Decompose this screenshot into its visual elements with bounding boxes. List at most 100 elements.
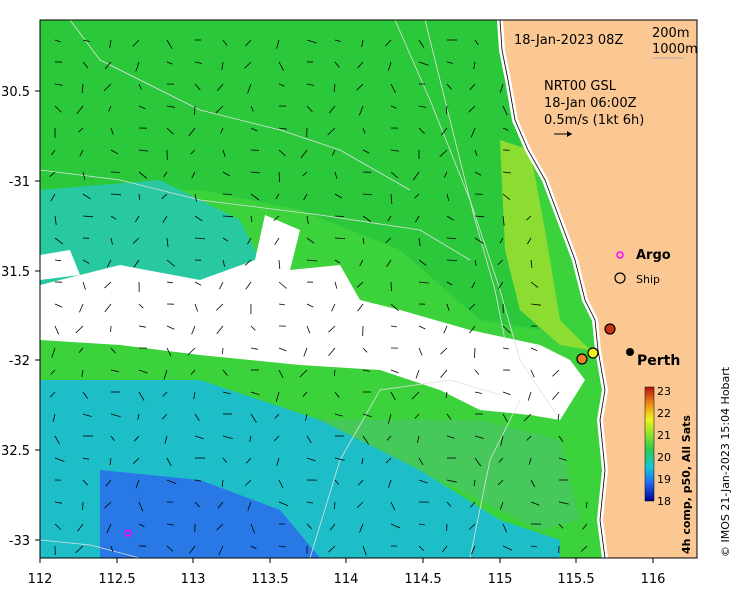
current-vector bbox=[440, 347, 448, 355]
current-vector bbox=[334, 281, 338, 289]
current-vector bbox=[110, 149, 119, 155]
current-vector bbox=[502, 127, 509, 131]
current-vector bbox=[132, 39, 140, 47]
current-vector bbox=[361, 39, 364, 47]
current-vector bbox=[303, 193, 308, 201]
x-tick-label: 115.5 bbox=[557, 572, 594, 587]
y-axis: 30.5 -31 31.5 -32 32.5 -33 bbox=[1, 85, 30, 549]
current-vector bbox=[418, 545, 425, 552]
current-vector bbox=[191, 325, 196, 335]
current-vector bbox=[138, 369, 148, 374]
current-vector bbox=[166, 347, 172, 357]
current-vector bbox=[418, 457, 424, 466]
current-vector bbox=[54, 39, 61, 43]
current-vector bbox=[439, 149, 448, 158]
current-vector bbox=[49, 171, 56, 177]
current-vector bbox=[474, 369, 480, 375]
current-vector bbox=[75, 325, 84, 334]
current-vector bbox=[334, 61, 340, 68]
current-vector bbox=[104, 61, 112, 70]
current-vector bbox=[194, 215, 203, 222]
current-vector bbox=[302, 391, 308, 397]
current-vector bbox=[362, 215, 372, 223]
current-vector bbox=[110, 369, 119, 373]
current-vector bbox=[362, 369, 370, 372]
current-vector bbox=[471, 281, 476, 289]
current-vector bbox=[222, 39, 228, 46]
x-tick-label: 115 bbox=[488, 572, 513, 587]
cloud-mask-2 bbox=[40, 250, 80, 280]
current-vector bbox=[166, 259, 175, 267]
current-vector bbox=[163, 369, 168, 380]
plot-area bbox=[40, 20, 697, 558]
current-vector bbox=[166, 479, 177, 485]
current-vector bbox=[552, 391, 560, 400]
argo-legend-icon bbox=[616, 251, 624, 259]
current-vector bbox=[358, 479, 364, 486]
current-vector bbox=[334, 215, 345, 217]
current-vector bbox=[446, 435, 455, 439]
current-vector bbox=[334, 501, 336, 510]
current-vector bbox=[334, 457, 345, 461]
current-vector bbox=[162, 215, 168, 224]
current-vector bbox=[276, 39, 280, 49]
current-vector bbox=[222, 149, 226, 157]
current-vector bbox=[306, 303, 314, 308]
current-vector bbox=[332, 149, 336, 156]
current-vector bbox=[166, 39, 173, 49]
current-vector bbox=[390, 149, 399, 152]
current-vector bbox=[166, 523, 174, 526]
colorbar-title: 4h comp, p50, All Sats bbox=[680, 415, 693, 554]
current-vector bbox=[418, 281, 429, 284]
current-vector bbox=[216, 523, 224, 531]
current-vector bbox=[362, 413, 372, 418]
current-vector bbox=[278, 545, 286, 548]
current-vector bbox=[274, 413, 280, 419]
y-tick-label: -31 bbox=[9, 175, 30, 190]
current-vector bbox=[334, 171, 338, 179]
current-vector bbox=[194, 237, 206, 240]
current-vector bbox=[415, 215, 420, 223]
current-vector bbox=[221, 61, 224, 70]
argo-legend-label: Argo bbox=[636, 248, 671, 263]
current-vector bbox=[502, 413, 508, 422]
current-vector bbox=[359, 105, 364, 116]
current-scale-label: 0.5m/s (1kt 6h) bbox=[544, 113, 644, 128]
current-vector bbox=[388, 479, 392, 488]
current-vector bbox=[216, 83, 224, 92]
current-vector bbox=[166, 281, 173, 284]
current-vector bbox=[334, 413, 343, 417]
ship-marker bbox=[576, 353, 588, 365]
current-vector bbox=[250, 215, 253, 222]
current-vector bbox=[362, 193, 373, 196]
current-vector bbox=[82, 413, 92, 417]
current-vector bbox=[247, 501, 252, 511]
current-vector bbox=[276, 457, 280, 466]
current-vector bbox=[362, 545, 367, 556]
isobath-label-1000: 1000m bbox=[652, 42, 698, 57]
current-vector bbox=[328, 105, 336, 114]
current-vector bbox=[328, 347, 336, 356]
ship-marker bbox=[604, 323, 616, 335]
current-vector bbox=[110, 127, 114, 135]
current-vector bbox=[222, 215, 234, 218]
current-vector bbox=[133, 259, 140, 268]
current-vector bbox=[471, 545, 476, 555]
current-vector bbox=[162, 391, 168, 397]
current-vector bbox=[194, 479, 201, 482]
current-vector bbox=[220, 127, 224, 134]
current-vector bbox=[445, 105, 448, 115]
current-vector bbox=[386, 259, 392, 267]
current-vector bbox=[530, 501, 540, 506]
credit-label: © IMOS 21-Jan-2023 15:04 Hobart bbox=[719, 366, 732, 557]
current-vector bbox=[166, 105, 175, 108]
current-vector bbox=[414, 193, 420, 199]
current-source-label: NRT00 GSL bbox=[544, 79, 617, 94]
current-vector bbox=[194, 83, 201, 91]
current-vector bbox=[250, 413, 257, 423]
colorbar-ticks: 23 22 21 20 19 18 bbox=[657, 385, 671, 508]
current-vector bbox=[417, 435, 420, 443]
current-vector bbox=[357, 303, 364, 312]
current-vector bbox=[469, 83, 476, 91]
current-vector bbox=[446, 83, 452, 90]
